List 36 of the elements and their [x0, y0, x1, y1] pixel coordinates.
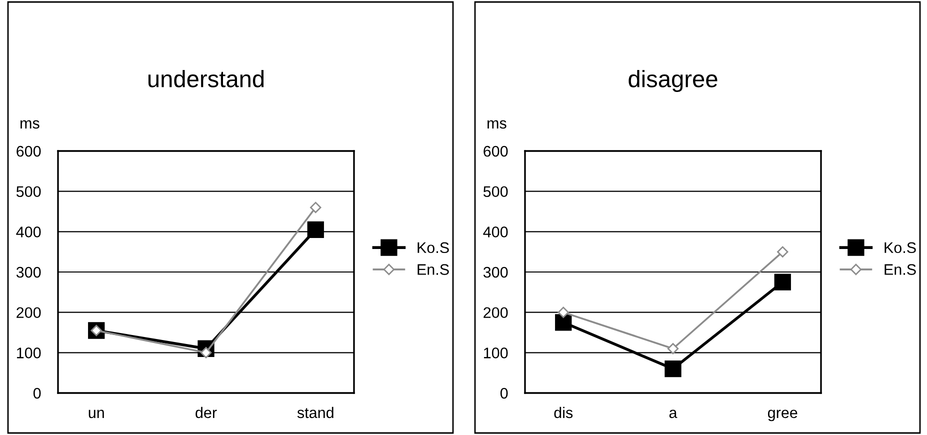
- y-tick-label: 200: [484, 307, 508, 318]
- x-tick-label: stand: [297, 406, 334, 418]
- y-tick-label: 300: [16, 266, 41, 278]
- x-tick-label: gree: [768, 410, 798, 422]
- y-tick-label: 600: [484, 146, 508, 157]
- y-tick-label: 100: [17, 348, 41, 358]
- y-tick-label: 600: [16, 146, 41, 157]
- point: [307, 221, 324, 238]
- legend-label: Ko.S: [884, 242, 916, 254]
- point: [774, 274, 791, 290]
- x-tick-label: der: [196, 406, 217, 418]
- y-tick-label: 400: [16, 226, 41, 238]
- y-tick-label: 200: [16, 307, 41, 318]
- point: [310, 202, 322, 214]
- point: [555, 314, 572, 331]
- point: [558, 306, 569, 318]
- chart-title: disagree: [628, 70, 718, 92]
- y-tick-label: 100: [484, 348, 508, 358]
- x-tick-label: a: [669, 410, 678, 418]
- y-tick-label: 500: [16, 186, 41, 198]
- y-tick-label: 300: [483, 266, 508, 278]
- y-tick-label: 500: [483, 186, 508, 198]
- legend-label: Ko.S: [418, 242, 449, 254]
- y-axis-title: ms: [488, 120, 506, 129]
- legend-label: En.S: [418, 264, 449, 275]
- legend-label: En.S: [884, 264, 916, 275]
- y-tick-label: 0: [500, 388, 508, 399]
- y-tick-label: 400: [483, 226, 508, 238]
- chart-title: understand: [148, 70, 264, 88]
- x-tick-label: un: [88, 410, 104, 418]
- x-tick-label: dis: [554, 406, 573, 418]
- y-axis-title: ms: [20, 120, 40, 129]
- point: [777, 246, 788, 258]
- point: [664, 360, 682, 378]
- y-tick-label: 0: [33, 388, 41, 399]
- point: [667, 343, 679, 354]
